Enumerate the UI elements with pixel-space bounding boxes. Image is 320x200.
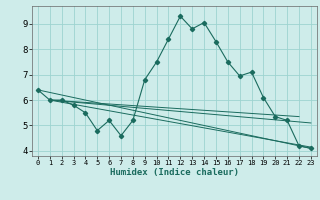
X-axis label: Humidex (Indice chaleur): Humidex (Indice chaleur) (110, 168, 239, 177)
